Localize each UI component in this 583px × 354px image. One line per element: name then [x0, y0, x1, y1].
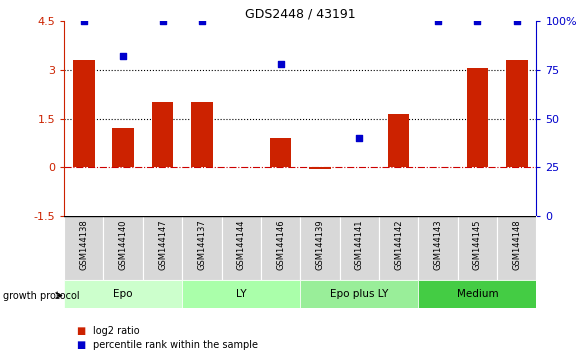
- Bar: [388, 114, 409, 167]
- FancyBboxPatch shape: [64, 216, 103, 280]
- Text: GSM144147: GSM144147: [158, 219, 167, 270]
- Bar: [309, 167, 331, 169]
- Point: [473, 18, 482, 24]
- Text: GSM144140: GSM144140: [119, 219, 128, 270]
- Bar: [73, 60, 94, 167]
- Text: LY: LY: [236, 289, 247, 299]
- Text: log2 ratio: log2 ratio: [93, 326, 140, 336]
- FancyBboxPatch shape: [182, 216, 222, 280]
- FancyBboxPatch shape: [339, 216, 379, 280]
- Text: Epo: Epo: [114, 289, 133, 299]
- Text: GSM144142: GSM144142: [394, 219, 403, 270]
- Point: [433, 18, 442, 24]
- FancyBboxPatch shape: [379, 216, 418, 280]
- FancyBboxPatch shape: [458, 216, 497, 280]
- Point: [158, 18, 167, 24]
- Text: percentile rank within the sample: percentile rank within the sample: [93, 340, 258, 350]
- FancyBboxPatch shape: [497, 216, 536, 280]
- FancyBboxPatch shape: [222, 216, 261, 280]
- Point: [118, 53, 128, 59]
- FancyBboxPatch shape: [300, 216, 339, 280]
- Text: GSM144143: GSM144143: [434, 219, 442, 270]
- Text: GSM144146: GSM144146: [276, 219, 285, 270]
- Text: GSM144139: GSM144139: [315, 219, 324, 270]
- FancyBboxPatch shape: [300, 280, 418, 308]
- FancyBboxPatch shape: [64, 280, 182, 308]
- Text: Medium: Medium: [456, 289, 498, 299]
- Text: GSM144138: GSM144138: [79, 219, 88, 270]
- Point: [79, 18, 89, 24]
- Point: [276, 61, 285, 67]
- Text: ■: ■: [76, 326, 85, 336]
- FancyBboxPatch shape: [143, 216, 182, 280]
- Point: [512, 18, 521, 24]
- Text: growth protocol: growth protocol: [3, 291, 79, 301]
- Bar: [466, 68, 488, 167]
- Bar: [152, 102, 173, 167]
- Bar: [191, 102, 213, 167]
- Bar: [113, 128, 134, 167]
- Text: GSM144144: GSM144144: [237, 219, 245, 270]
- Text: GSM144137: GSM144137: [198, 219, 206, 270]
- Title: GDS2448 / 43191: GDS2448 / 43191: [245, 7, 356, 20]
- FancyBboxPatch shape: [418, 280, 536, 308]
- FancyBboxPatch shape: [103, 216, 143, 280]
- Text: ■: ■: [76, 340, 85, 350]
- FancyBboxPatch shape: [182, 280, 300, 308]
- Point: [197, 18, 206, 24]
- Text: GSM144145: GSM144145: [473, 219, 482, 270]
- Point: [354, 135, 364, 141]
- Bar: [506, 60, 528, 167]
- Text: GSM144148: GSM144148: [512, 219, 521, 270]
- FancyBboxPatch shape: [418, 216, 458, 280]
- Bar: [270, 138, 292, 167]
- FancyBboxPatch shape: [261, 216, 300, 280]
- Text: Epo plus LY: Epo plus LY: [330, 289, 388, 299]
- Text: GSM144141: GSM144141: [355, 219, 364, 270]
